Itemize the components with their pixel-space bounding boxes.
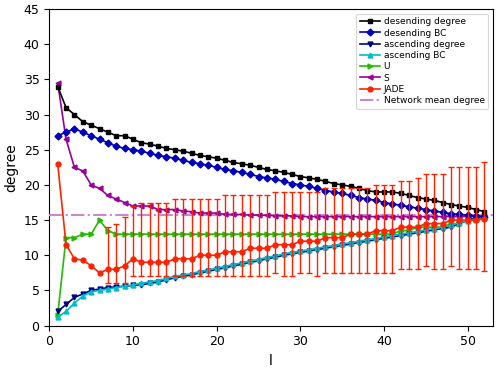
desending BC <box>55 134 61 138</box>
S <box>456 214 462 219</box>
ascending degree <box>255 259 261 263</box>
ascending degree <box>448 225 454 230</box>
desending degree <box>88 123 94 127</box>
U <box>205 232 211 236</box>
S <box>297 214 303 219</box>
ascending BC <box>255 257 261 262</box>
desending degree <box>255 165 261 170</box>
Line: U: U <box>55 214 487 317</box>
desending BC <box>482 214 488 219</box>
ascending BC <box>55 315 61 319</box>
ascending degree <box>331 244 337 249</box>
S <box>255 213 261 217</box>
desending BC <box>72 126 78 131</box>
X-axis label: l: l <box>269 354 273 368</box>
Line: ascending degree: ascending degree <box>55 214 487 314</box>
ascending BC <box>314 246 320 250</box>
U <box>255 232 261 236</box>
JADE <box>456 218 462 222</box>
desending degree <box>331 181 337 186</box>
Y-axis label: degree: degree <box>4 143 18 192</box>
S <box>55 81 61 85</box>
S <box>205 211 211 215</box>
Line: S: S <box>55 81 487 219</box>
desending BC <box>456 212 462 217</box>
ascending BC <box>331 243 337 248</box>
desending BC <box>339 191 345 196</box>
U <box>482 214 488 219</box>
desending degree <box>314 177 320 182</box>
ascending BC <box>88 289 94 294</box>
Line: ascending BC: ascending BC <box>55 214 487 320</box>
ascending degree <box>314 247 320 252</box>
Legend: desending degree, desending BC, ascending degree, ascending BC, U, S, JADE, Netw: desending degree, desending BC, ascendin… <box>356 14 489 109</box>
desending degree <box>205 155 211 159</box>
desending BC <box>323 188 329 193</box>
JADE <box>339 235 345 240</box>
JADE <box>323 235 329 240</box>
U <box>448 221 454 226</box>
JADE <box>88 263 94 268</box>
JADE <box>214 253 220 257</box>
S <box>482 214 488 219</box>
desending BC <box>264 176 270 180</box>
ascending degree <box>482 214 488 219</box>
U <box>331 232 337 236</box>
desending degree <box>55 84 61 89</box>
Network mean degree <box>46 213 52 217</box>
desending BC <box>96 137 102 141</box>
JADE <box>96 270 102 275</box>
Line: JADE: JADE <box>55 161 487 275</box>
desending degree <box>482 209 488 214</box>
ascending BC <box>482 214 488 219</box>
desending BC <box>214 165 220 170</box>
desending degree <box>448 202 454 207</box>
ascending degree <box>205 269 211 274</box>
S <box>339 214 345 219</box>
JADE <box>482 217 488 221</box>
Network mean degree <box>55 213 61 217</box>
S <box>88 183 94 187</box>
U <box>314 232 320 236</box>
ascending BC <box>448 223 454 227</box>
S <box>323 214 329 219</box>
JADE <box>55 161 61 166</box>
U <box>55 313 61 317</box>
ascending degree <box>55 309 61 314</box>
ascending degree <box>88 288 94 293</box>
Line: desending degree: desending degree <box>55 84 487 214</box>
ascending BC <box>205 268 211 272</box>
Line: desending BC: desending BC <box>55 126 487 219</box>
JADE <box>264 246 270 250</box>
U <box>88 232 94 236</box>
